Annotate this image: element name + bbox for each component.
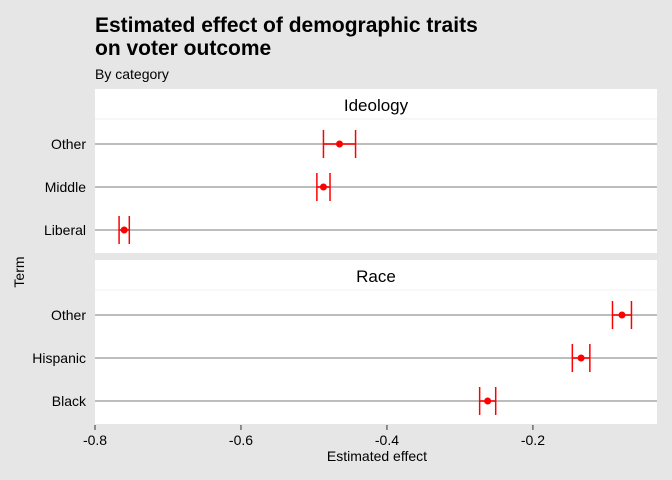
y-tick-label: Middle — [45, 179, 86, 195]
y-tick-label: Liberal — [44, 222, 86, 238]
data-point — [484, 397, 492, 405]
errorbar-ideology-other — [322, 130, 357, 158]
errorbar-ideology-liberal — [118, 216, 131, 244]
x-tick-label: -0.2 — [521, 432, 545, 448]
facet-strip-label: Ideology — [344, 96, 409, 115]
y-tick-label: Hispanic — [32, 350, 86, 366]
y-tick-label: Other — [51, 307, 86, 323]
y-tick-label: Black — [52, 393, 87, 409]
data-point — [120, 226, 128, 234]
data-point — [618, 311, 626, 319]
x-axis: -0.8 -0.6 -0.4 -0.2 — [83, 425, 545, 448]
facet-strip-label: Race — [356, 267, 396, 286]
facet-race: Race Other Hispanic Black — [32, 260, 657, 424]
errorbar-ideology-middle — [316, 173, 331, 201]
y-axis-title: Term — [11, 256, 27, 287]
facet-ideology: Ideology Other Middle Liberal — [44, 89, 657, 253]
facets: Ideology Other Middle Liberal Race Other Hispa… — [32, 89, 657, 424]
errorbar-race-hispanic — [571, 344, 591, 372]
errorbar-race-black — [478, 387, 497, 415]
x-tick-label: -0.4 — [375, 432, 399, 448]
chart-subtitle: By category — [95, 66, 169, 82]
x-axis-title: Estimated effect — [327, 448, 427, 464]
chart-title-line1: Estimated effect of demographic traits — [95, 14, 478, 37]
data-point — [319, 183, 327, 191]
errorbar-race-other — [611, 301, 633, 329]
data-point — [336, 140, 344, 148]
facet-panel-background — [95, 260, 657, 424]
facet-panel-background — [95, 89, 657, 253]
x-tick-label: -0.6 — [229, 432, 253, 448]
y-tick-label: Other — [51, 136, 86, 152]
data-point — [577, 354, 585, 362]
x-tick-label: -0.8 — [83, 432, 107, 448]
chart-title-line2: on voter outcome — [95, 37, 271, 60]
